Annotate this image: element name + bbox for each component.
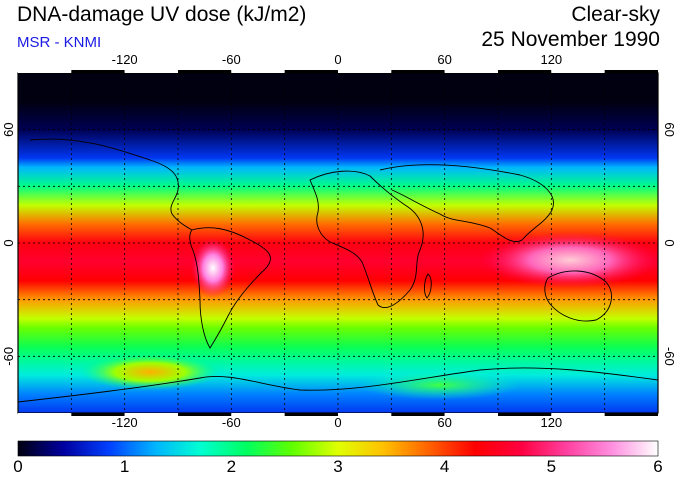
lon-label: 120 [540,415,562,430]
lon-label: -60 [222,415,241,430]
frame-band [391,413,445,416]
frame-band [18,413,72,416]
frame-ticks [18,70,658,416]
credit-label: MSR - KNMI [17,34,102,51]
frame-band [18,70,72,73]
coast-europe-africa [309,170,424,309]
colorbar-tick-label: 3 [333,457,343,476]
lat-label-right: 60 [662,122,677,136]
colorbar-tick-label: 0 [13,457,23,476]
lon-label: -60 [222,52,241,67]
frame-band [391,70,445,73]
map-title: DNA-damage UV dose (kJ/m2) [17,3,307,26]
frame-band [551,413,605,416]
coast-madagascar [424,273,432,299]
frame-band [71,413,125,416]
lat-label-left: 60 [1,122,16,136]
lon-label: 60 [437,415,451,430]
coast-antarctica [18,367,658,403]
frame-band [604,70,658,73]
axis-labels: -120 -120 -60 -60 0 0 60 60 120 120 60 60 0 0 -60 -60 [1,52,677,430]
sky-condition-label: Clear-sky [571,3,660,26]
frame-band [284,413,338,416]
lon-label: -120 [112,52,138,67]
lon-label: 0 [334,415,341,430]
lon-label: 60 [437,52,451,67]
graticule [18,73,658,413]
frame-band [284,70,338,73]
lon-label: 0 [334,52,341,67]
frame-band [338,413,392,416]
coast-south-america [189,227,271,349]
south-pacific-enhancement [80,354,220,390]
coast-asia [379,164,554,242]
frame-band [178,70,232,73]
frame-band [178,413,232,416]
coastlines [18,138,658,403]
frame-band [124,70,178,73]
frame-band [124,413,178,416]
coast-north-america [29,138,193,231]
south-indian-enhancement [360,370,520,400]
frame-band [231,70,285,73]
lon-label: 120 [540,52,562,67]
coast-australia [544,270,612,322]
frame-band [498,70,552,73]
andes-hotspot [191,238,235,298]
lon-label: -120 [112,415,138,430]
lat-label-left: 0 [1,239,16,246]
colorbar-tick-label: 6 [653,457,663,476]
frame-band [71,70,125,73]
frame-band [231,413,285,416]
colorbar-tick-label: 5 [546,457,557,476]
date-label: 25 November 1990 [481,28,660,51]
lat-label-right: 0 [662,239,677,246]
colorbar-tick-label: 2 [226,457,237,476]
australasia-hotspot [480,232,658,288]
colorbar-tick-label: 4 [439,457,450,476]
frame-band [551,70,605,73]
lat-label-left: -60 [1,347,16,366]
frame-band [444,70,498,73]
colorbar-tick-label: 1 [119,457,130,476]
frame-band [498,413,552,416]
colorbar [17,440,659,457]
frame-band [444,413,498,416]
lat-label-right: -60 [662,347,677,366]
frame-band [604,413,658,416]
frame-band [338,70,392,73]
